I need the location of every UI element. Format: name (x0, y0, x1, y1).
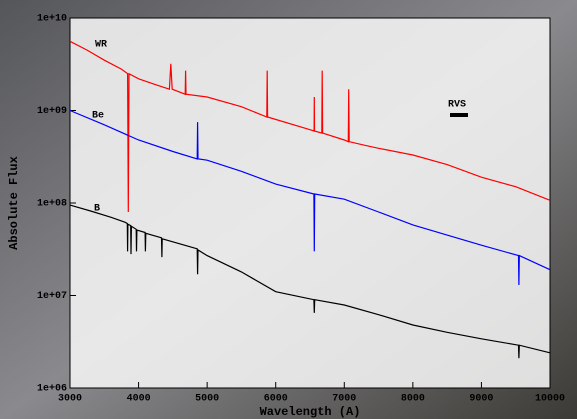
x-tick-label: 3000 (58, 394, 82, 405)
y-tick-label: 1e+06 (37, 384, 67, 395)
series-line (69, 204, 551, 359)
x-tick-label: 5000 (195, 394, 219, 405)
x-tick-label: 7000 (332, 394, 356, 405)
x-tick-label: 8000 (401, 394, 425, 405)
y-tick-label: 1e+07 (37, 291, 67, 302)
x-tick-label: 9000 (469, 394, 493, 405)
series-line (69, 109, 551, 286)
y-tick-label: 1e+08 (37, 199, 67, 210)
series-line (69, 40, 551, 213)
y-tick-label: 1e+10 (37, 14, 67, 25)
x-tick-label: 4000 (127, 394, 151, 405)
rvs-bar (450, 113, 468, 117)
y-axis-label: Absolute Flux (7, 156, 21, 250)
series-label: B (94, 204, 100, 215)
plot-area (69, 17, 551, 389)
annotation: RVS (448, 100, 466, 111)
x-tick-label: 10000 (535, 394, 565, 405)
x-tick-label: 6000 (264, 394, 288, 405)
x-axis-label: Wavelength (A) (260, 405, 361, 419)
y-tick-label: 1e+09 (37, 106, 67, 117)
series-label: Be (92, 111, 104, 122)
series-label: WR (95, 40, 107, 51)
